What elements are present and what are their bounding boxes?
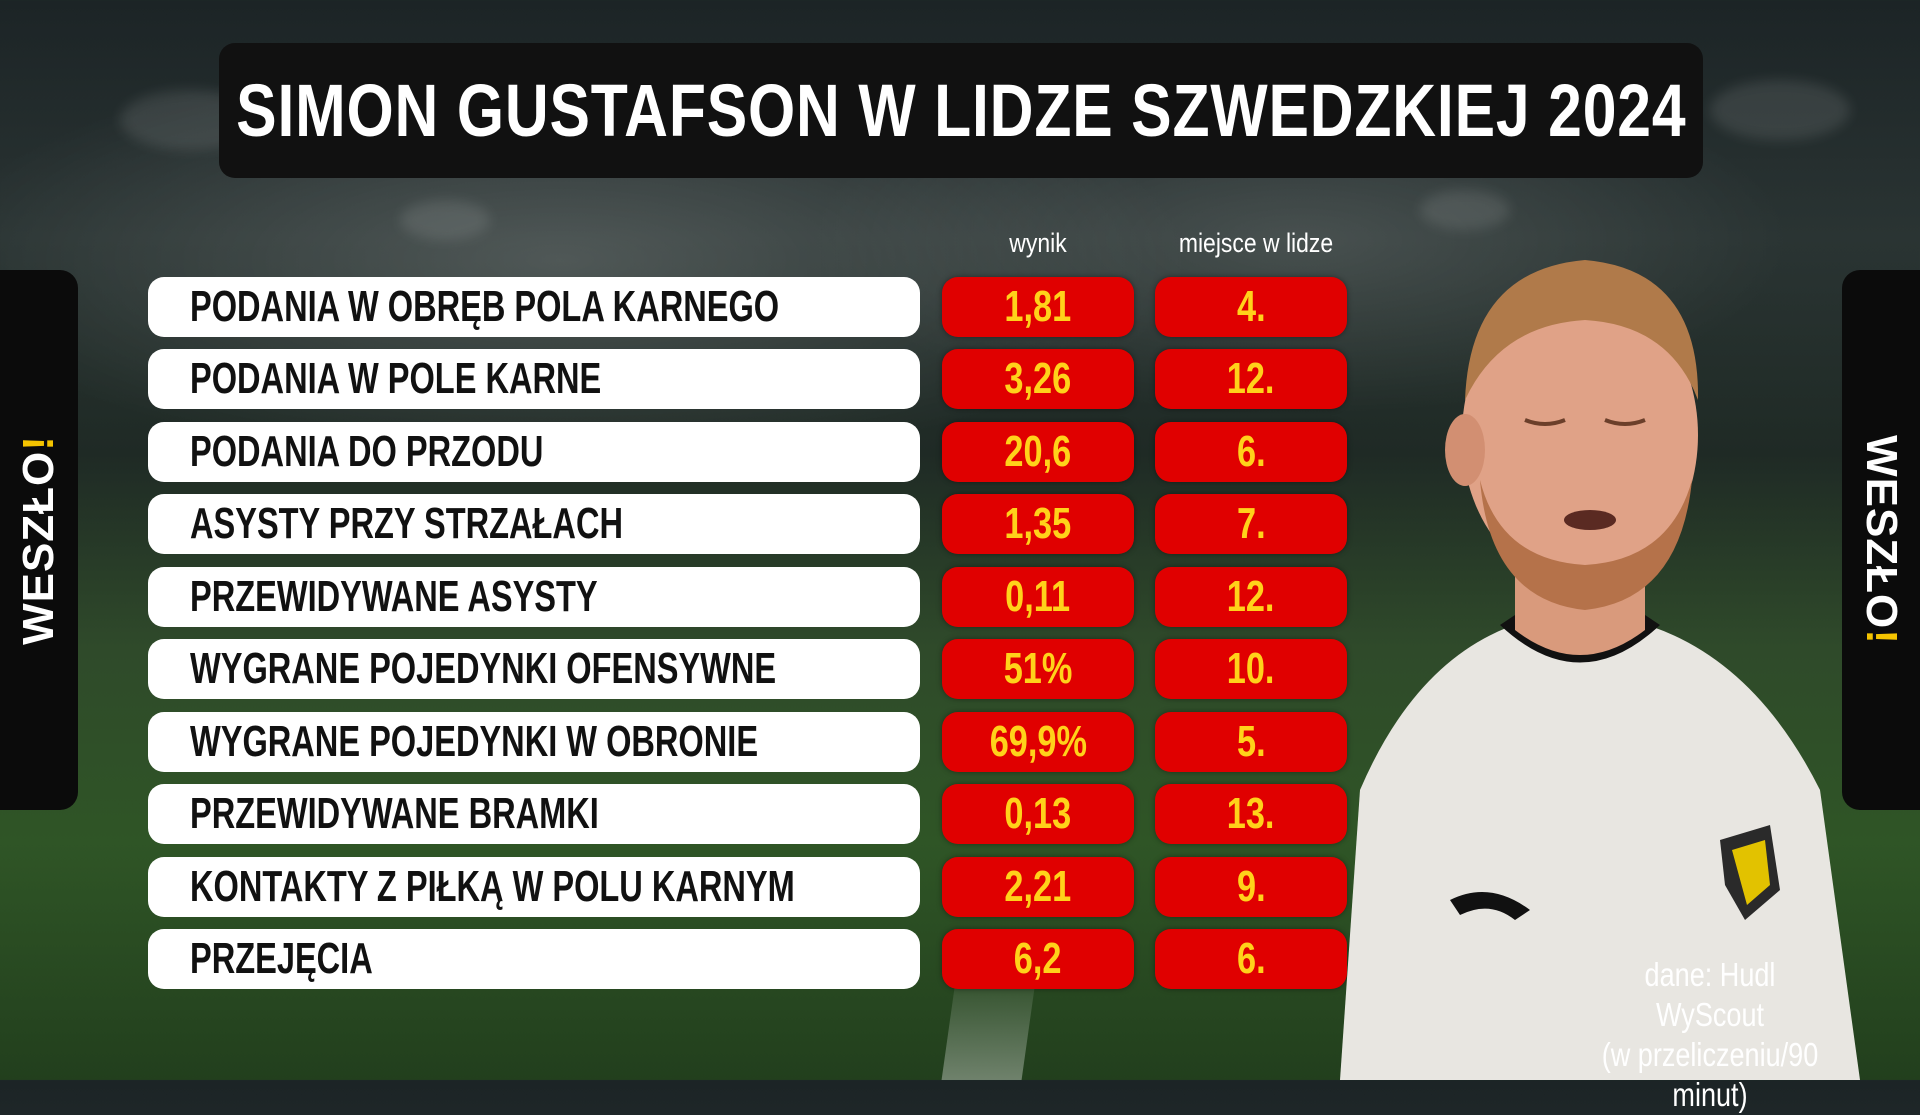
stat-label-pill: ASYSTY PRZY STRZAŁACH bbox=[148, 494, 920, 554]
player-photo bbox=[1340, 260, 1860, 1080]
stat-rank-pill: 7. bbox=[1155, 494, 1347, 554]
stat-row: PRZEWIDYWANE BRAMKI 0,13 13. bbox=[148, 784, 1348, 844]
stat-rank: 6. bbox=[1236, 934, 1266, 983]
stat-score-pill: 51% bbox=[942, 639, 1134, 699]
stat-label: PRZEJĘCIA bbox=[190, 934, 373, 983]
stat-rank: 10. bbox=[1227, 644, 1275, 693]
stat-row: WYGRANE POJEDYNKI OFENSYWNE 51% 10. bbox=[148, 639, 1348, 699]
stat-rank: 5. bbox=[1236, 717, 1266, 766]
stat-rank-pill: 5. bbox=[1155, 712, 1347, 772]
column-header-rank: miejsce w lidze bbox=[1178, 228, 1334, 258]
stat-label-pill: PODANIA W OBRĘB POLA KARNEGO bbox=[148, 277, 920, 337]
stat-rank-pill: 6. bbox=[1155, 422, 1347, 482]
stat-label-pill: PODANIA W POLE KARNE bbox=[148, 349, 920, 409]
page-title: SIMON GUSTAFSON W LIDZE SZWEDZKIEJ 2024 bbox=[235, 69, 1687, 152]
stat-rank: 12. bbox=[1227, 354, 1275, 403]
logo-tab-left: WESZŁO! bbox=[0, 270, 78, 810]
title-banner: SIMON GUSTAFSON W LIDZE SZWEDZKIEJ 2024 bbox=[219, 43, 1703, 178]
source-line-2: (w przeliczeniu/90 minut) bbox=[1601, 1036, 1819, 1113]
stadium-light bbox=[1420, 190, 1510, 230]
stat-row: ASYSTY PRZY STRZAŁACH 1,35 7. bbox=[148, 494, 1348, 554]
stat-label: PODANIA W POLE KARNE bbox=[190, 354, 602, 403]
stat-score: 1,35 bbox=[1004, 499, 1072, 548]
stat-rank: 13. bbox=[1227, 789, 1275, 838]
stat-score: 2,21 bbox=[1004, 862, 1072, 911]
stat-rank-pill: 6. bbox=[1155, 929, 1347, 989]
stat-label-pill: PODANIA DO PRZODU bbox=[148, 422, 920, 482]
stat-label: PODANIA DO PRZODU bbox=[190, 427, 544, 476]
stat-row: KONTAKTY Z PIŁKĄ W POLU KARNYM 2,21 9. bbox=[148, 857, 1348, 917]
stat-row: PODANIA W POLE KARNE 3,26 12. bbox=[148, 349, 1348, 409]
stat-label: PODANIA W OBRĘB POLA KARNEGO bbox=[190, 282, 780, 331]
stat-score-pill: 0,13 bbox=[942, 784, 1134, 844]
stat-label: KONTAKTY Z PIŁKĄ W POLU KARNYM bbox=[190, 862, 795, 911]
stat-score: 20,6 bbox=[1004, 427, 1072, 476]
stat-row: PRZEJĘCIA 6,2 6. bbox=[148, 929, 1348, 989]
stat-score: 6,2 bbox=[1014, 934, 1062, 983]
stat-label-pill: PRZEWIDYWANE BRAMKI bbox=[148, 784, 920, 844]
stat-row: WYGRANE POJEDYNKI W OBRONIE 69,9% 5. bbox=[148, 712, 1348, 772]
weszlo-logo: WESZŁO! bbox=[14, 435, 64, 645]
stat-rank-pill: 10. bbox=[1155, 639, 1347, 699]
data-source-note: dane: Hudl WyScout (w przeliczeniu/90 mi… bbox=[1587, 955, 1833, 1115]
stat-row: PODANIA W OBRĘB POLA KARNEGO 1,81 4. bbox=[148, 277, 1348, 337]
stat-label-pill: PRZEWIDYWANE ASYSTY bbox=[148, 567, 920, 627]
stat-rank: 6. bbox=[1236, 427, 1266, 476]
stadium-light bbox=[1710, 80, 1850, 140]
stat-row: PODANIA DO PRZODU 20,6 6. bbox=[148, 422, 1348, 482]
stat-score-pill: 0,11 bbox=[942, 567, 1134, 627]
stat-rank-pill: 9. bbox=[1155, 857, 1347, 917]
stat-label-pill: PRZEJĘCIA bbox=[148, 929, 920, 989]
stat-score: 3,26 bbox=[1004, 354, 1072, 403]
stat-label-pill: WYGRANE POJEDYNKI OFENSYWNE bbox=[148, 639, 920, 699]
stat-label: ASYSTY PRZY STRZAŁACH bbox=[190, 499, 623, 548]
stat-label-pill: KONTAKTY Z PIŁKĄ W POLU KARNYM bbox=[148, 857, 920, 917]
stat-rank-pill: 12. bbox=[1155, 349, 1347, 409]
column-header-score: wynik bbox=[1009, 228, 1067, 258]
stadium-light bbox=[400, 200, 490, 240]
stat-score-pill: 6,2 bbox=[942, 929, 1134, 989]
stat-rank: 12. bbox=[1227, 572, 1275, 621]
stat-score-pill: 3,26 bbox=[942, 349, 1134, 409]
stat-score: 0,13 bbox=[1004, 789, 1072, 838]
weszlo-logo: WESZŁO! bbox=[1857, 435, 1907, 645]
stat-rank-pill: 12. bbox=[1155, 567, 1347, 627]
source-line-1: dane: Hudl WyScout bbox=[1644, 956, 1776, 1033]
stat-label: PRZEWIDYWANE BRAMKI bbox=[190, 789, 599, 838]
stat-label: WYGRANE POJEDYNKI W OBRONIE bbox=[190, 717, 759, 766]
stat-rank-pill: 4. bbox=[1155, 277, 1347, 337]
stat-score-pill: 1,81 bbox=[942, 277, 1134, 337]
stat-rank: 9. bbox=[1236, 862, 1266, 911]
stat-label: PRZEWIDYWANE ASYSTY bbox=[190, 572, 598, 621]
logo-tab-right: WESZŁO! bbox=[1842, 270, 1920, 810]
stat-score-pill: 69,9% bbox=[942, 712, 1134, 772]
stat-score-pill: 2,21 bbox=[942, 857, 1134, 917]
stat-rank: 4. bbox=[1236, 282, 1266, 331]
stat-score: 0,11 bbox=[1005, 572, 1071, 621]
stat-score-pill: 1,35 bbox=[942, 494, 1134, 554]
stat-label-pill: WYGRANE POJEDYNKI W OBRONIE bbox=[148, 712, 920, 772]
stat-score: 51% bbox=[1003, 644, 1073, 693]
stat-rank: 7. bbox=[1236, 499, 1266, 548]
stat-rank-pill: 13. bbox=[1155, 784, 1347, 844]
stat-score: 69,9% bbox=[989, 717, 1087, 766]
stat-label: WYGRANE POJEDYNKI OFENSYWNE bbox=[190, 644, 777, 693]
stat-row: PRZEWIDYWANE ASYSTY 0,11 12. bbox=[148, 567, 1348, 627]
stat-score-pill: 20,6 bbox=[942, 422, 1134, 482]
stat-score: 1,81 bbox=[1004, 282, 1072, 331]
